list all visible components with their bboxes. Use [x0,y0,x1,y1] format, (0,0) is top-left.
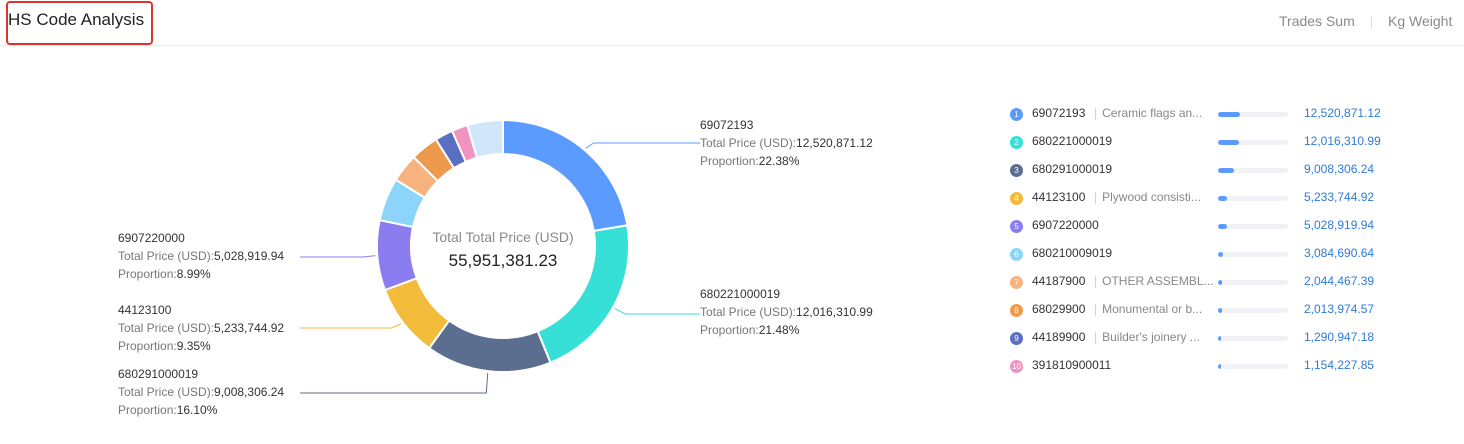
legend-bar-fill [1218,112,1240,117]
legend-bar-fill [1218,252,1224,257]
legend-row[interactable]: 8 68029900 Monumental or b... 2,013,974.57 [1010,300,1450,328]
legend-bar-fill [1218,280,1222,285]
donut-slice[interactable] [502,118,629,233]
callout-label: 680221000019 Total Price (USD):12,016,31… [700,287,873,337]
legend-value: 1,290,947.18 [1304,330,1375,344]
callout-label: 44123100 Total Price (USD):5,233,744.92 … [118,303,285,353]
legend-bar-track [1218,196,1288,201]
legend-row[interactable]: 2 680221000019 12,016,310.99 [1010,132,1450,160]
leader-line [300,255,376,258]
legend-value: 2,013,974.57 [1304,302,1375,316]
legend-code: 69072193 [1032,106,1086,120]
rank-badge: 3 [1010,164,1023,177]
legend-code: 68029900 [1032,302,1086,316]
legend-code: 680291000019 [1032,162,1113,176]
title-highlight [6,1,153,45]
donut-center-label: Total Total Price (USD) [432,229,574,245]
leader-line [585,142,700,149]
legend-bar-track [1218,364,1288,369]
legend-description: Ceramic flags an... [1094,106,1214,120]
trades-sum-toggle[interactable]: Trades Sum [1279,13,1355,29]
legend-row[interactable]: 5 6907220000 5,028,919.94 [1010,216,1450,244]
legend-bar-track [1218,112,1288,117]
rank-badge: 10 [1010,360,1023,373]
leader-line [300,323,402,329]
rank-badge: 8 [1010,304,1023,317]
legend-bar-fill [1218,140,1240,145]
rank-badge: 6 [1010,248,1023,261]
legend-value: 5,233,744.92 [1304,190,1375,204]
legend-bar-fill [1218,224,1227,229]
donut-chart [300,118,700,394]
rank-badge: 1 [1010,108,1023,121]
legend-row[interactable]: 3 680291000019 9,008,306.24 [1010,160,1450,188]
legend-value: 12,016,310.99 [1304,134,1381,148]
legend-value: 3,084,690.64 [1304,246,1375,260]
legend-bar-fill [1218,168,1234,173]
rank-badge: 2 [1010,136,1023,149]
callout-label: 6907220000 Total Price (USD):5,028,919.9… [118,231,285,281]
rank-badge: 4 [1010,192,1023,205]
kg-weight-toggle[interactable]: Kg Weight [1388,13,1453,29]
legend-value: 9,008,306.24 [1304,162,1375,176]
legend-code: 391810900011 [1032,358,1112,372]
legend-row[interactable]: 10 391810900011 1,154,227.85 [1010,356,1450,384]
rank-badge: 5 [1010,220,1023,233]
legend-bar-fill [1218,196,1228,201]
legend-description: Builder's joinery ... [1094,330,1214,344]
leader-line [300,373,489,394]
legend-code: 680210009019 [1032,246,1113,260]
donut-slice[interactable] [466,118,504,160]
legend-row[interactable]: 9 44189900 Builder's joinery ... 1,290,947.… [1010,328,1450,356]
legend-code: 44187900 [1032,274,1086,288]
legend-bar-track [1218,280,1288,285]
callout-label: 69072193 Total Price (USD):12,520,871.12… [700,118,873,168]
donut-slice[interactable] [427,319,552,373]
legend-code: 680221000019 [1032,134,1113,148]
legend-bar-fill [1218,308,1222,313]
legend-bar-track [1218,308,1288,313]
rank-badge: 9 [1010,332,1023,345]
donut-slice[interactable] [536,224,630,365]
legend-list: 1 69072193 Ceramic flags an... 12,520,871.1… [1010,104,1450,384]
header: HS Code Analysis Trades Sum Kg Weight [0,0,1464,46]
legend-value: 12,520,871.12 [1304,106,1381,120]
toggle-divider [1371,17,1372,29]
legend-description: Plywood consisti... [1094,190,1214,204]
leader-line [614,308,700,315]
legend-description: OTHER ASSEMBL... [1094,274,1214,288]
legend-description: Monumental or b... [1094,302,1214,316]
legend-value: 2,044,467.39 [1304,274,1375,288]
legend-row[interactable]: 6 680210009019 3,084,690.64 [1010,244,1450,272]
legend-code: 44189900 [1032,330,1086,344]
legend-bar-track [1218,140,1288,145]
page-title: HS Code Analysis [8,10,145,29]
legend-bar-fill [1218,364,1221,369]
donut-center-value: 55,951,381.23 [448,251,558,270]
legend-bar-track [1218,224,1288,229]
legend-code: 6907220000 [1032,218,1099,232]
rank-badge: 7 [1010,276,1023,289]
legend-bar-track [1218,252,1288,257]
legend-value: 1,154,227.85 [1304,358,1375,372]
legend-code: 44123100 [1032,190,1086,204]
legend-row[interactable]: 4 44123100 Plywood consisti... 5,233,744.92 [1010,188,1450,216]
legend-bar-track [1218,168,1288,173]
legend-value: 5,028,919.94 [1304,218,1375,232]
legend-bar-track [1218,336,1288,341]
legend-row[interactable]: 7 44187900 OTHER ASSEMBL... 2,044,467.39 [1010,272,1450,300]
legend-bar-fill [1218,336,1221,341]
legend-row[interactable]: 1 69072193 Ceramic flags an... 12,520,871.1… [1010,104,1450,132]
callout-label: 680291000019 Total Price (USD):9,008,306… [118,367,285,417]
